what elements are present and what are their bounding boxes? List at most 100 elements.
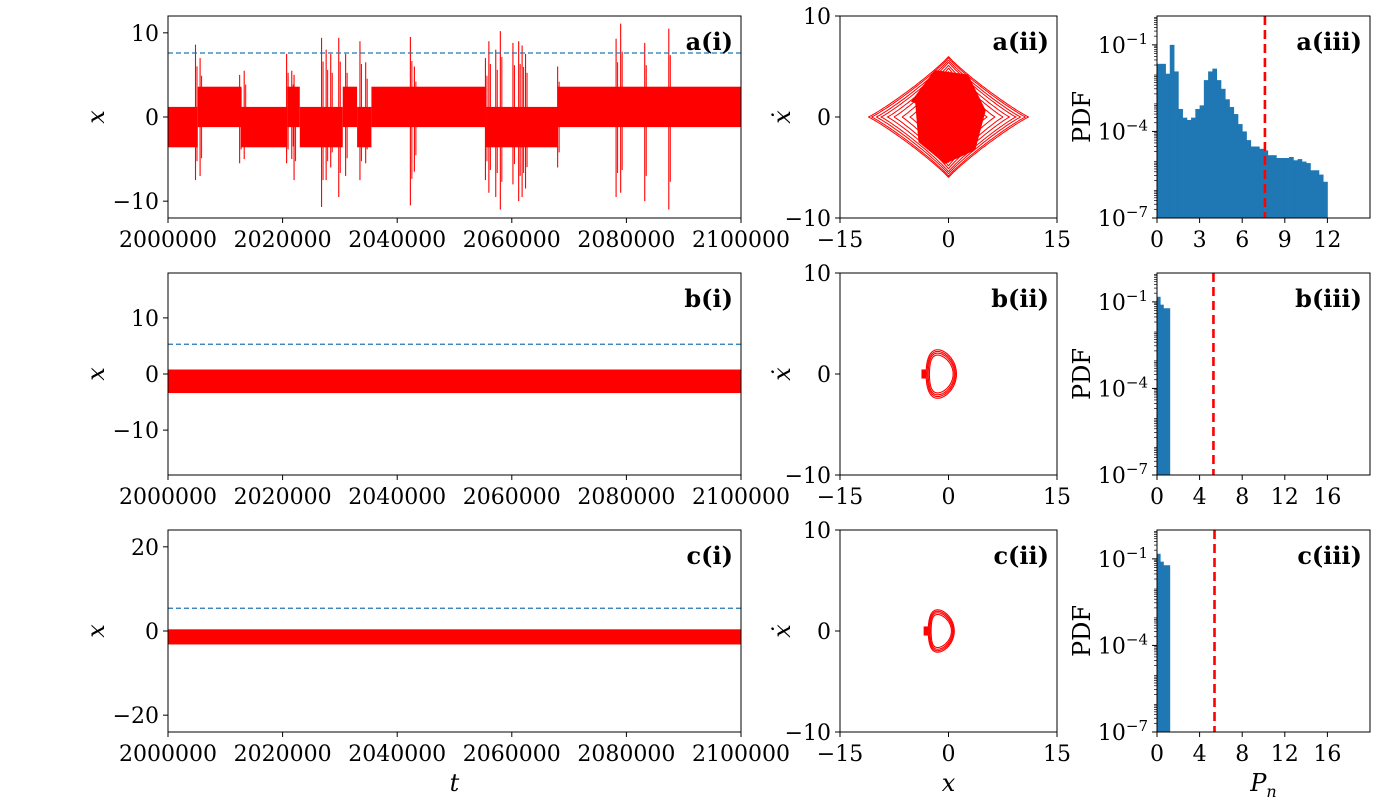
panel-b-iii: 0 4 8 12 16 10−7 10−4 10−1 PDF b(iii) (1068, 272, 1371, 510)
y-axis-label: x (82, 110, 110, 124)
y-tick-label: 0 (817, 620, 831, 645)
histogram-bar (1157, 296, 1161, 475)
plot-area (1157, 530, 1216, 732)
histogram-bar (1163, 308, 1167, 475)
histogram-bar (1216, 80, 1222, 218)
x-tick-label: 4 (1193, 742, 1207, 767)
histogram-bar (1182, 117, 1188, 218)
histogram-bar (1233, 114, 1239, 218)
y-tick-label: 10−4 (1098, 116, 1148, 145)
y-tick-label: 10 (131, 22, 159, 47)
x-tick-label: −15 (817, 485, 863, 510)
histogram-bar (1163, 565, 1167, 732)
x-tick-label: 2040000 (348, 742, 446, 767)
y-tick-label: 10−7 (1098, 717, 1148, 746)
x-tick-label: 12 (1313, 228, 1341, 253)
trajectory-loop (930, 613, 952, 649)
histogram-bar (1203, 80, 1209, 218)
panel-b-i: 2000000 2020000 2040000 2060000 2080000 21000… (82, 272, 790, 510)
y-tick-label: 0 (145, 106, 159, 131)
x-tick-label: 15 (1043, 485, 1071, 510)
y-tick-label: 0 (145, 363, 159, 388)
oscillation-band-high (342, 86, 358, 128)
y-tick-label: −10 (113, 419, 159, 444)
y-tick-label: 0 (817, 363, 831, 388)
histogram-bar (1259, 148, 1264, 218)
axes-frame (1156, 529, 1371, 733)
y-axis-label: ẋ (768, 110, 796, 124)
x-tick-label: 2000000 (119, 485, 217, 510)
y-axis-label: x (82, 367, 110, 381)
y-tick-label: 10−7 (1098, 460, 1148, 489)
histogram-bar (1166, 308, 1171, 475)
x-tick-label: −15 (817, 742, 863, 767)
x-tick-label: 8 (1235, 485, 1249, 510)
histogram-bar (1284, 158, 1290, 218)
histogram-bar (1157, 63, 1162, 218)
x-tick-label: 2100000 (692, 485, 790, 510)
histogram-bar (1208, 71, 1213, 218)
histogram-bar (1169, 44, 1175, 218)
x-tick-label: 3 (1193, 228, 1207, 253)
histogram-bar (1254, 146, 1260, 218)
y-axis-label: x (82, 624, 110, 638)
y-tick-label: 10−1 (1098, 544, 1148, 573)
histogram-bar (1229, 107, 1235, 218)
oscillation-band-low (241, 106, 288, 148)
y-axis-label: PDF (1068, 605, 1096, 657)
trajectory-loop (928, 354, 954, 394)
y-tick-label: 0 (145, 620, 159, 645)
x-tick-label: 15 (1043, 742, 1071, 767)
panel-label: a(i) (686, 27, 733, 56)
histogram-bar (1157, 553, 1161, 732)
x-tick-label: 2100000 (692, 228, 790, 253)
trajectory-core (911, 70, 986, 164)
histogram-bar (1301, 161, 1307, 218)
oscillation-band-high (557, 86, 741, 128)
plot-area (921, 349, 958, 399)
y-tick-label: 10 (803, 262, 831, 287)
histogram-bar (1272, 155, 1277, 218)
x-tick-label: 2000000 (119, 228, 217, 253)
oscillation-band-high (197, 86, 242, 128)
x-tick-label: 0 (1150, 228, 1164, 253)
oscillation-band-low (168, 369, 741, 394)
x-tick-label: 2020000 (234, 228, 332, 253)
panel-label: c(i) (687, 541, 733, 570)
y-tick-label: −10 (785, 721, 831, 746)
x-tick-label: 12 (1271, 742, 1299, 767)
x-tick-label: 9 (1278, 228, 1292, 253)
x-tick-label: 2000000 (119, 742, 217, 767)
histogram-bar (1267, 155, 1273, 218)
histogram-bar (1225, 99, 1230, 218)
plot-area (168, 23, 741, 210)
trajectory-loop (929, 612, 954, 650)
trajectory-cusp (921, 369, 927, 379)
oscillation-band-high (371, 86, 412, 128)
y-tick-label: 10 (803, 519, 831, 544)
x-tick-label: 6 (1235, 228, 1249, 253)
x-axis-label: t (450, 769, 460, 797)
panel-label: c(ii) (993, 541, 1049, 570)
trajectory-loop (868, 56, 1029, 178)
panel-label: b(ii) (991, 284, 1049, 313)
x-tick-label: 15 (1043, 228, 1071, 253)
x-tick-label: 8 (1235, 742, 1249, 767)
plot-area (168, 607, 741, 645)
x-axis-label: Pn (1249, 769, 1276, 800)
histogram-bar (1161, 63, 1166, 218)
x-tick-label: 2080000 (577, 228, 675, 253)
histogram-bar (1166, 565, 1171, 732)
panel-a-iii: 0 3 6 9 12 10−7 10−4 10−1 PDF a(iii) (1068, 15, 1371, 253)
x-tick-label: 2040000 (348, 485, 446, 510)
x-tick-label: 4 (1193, 485, 1207, 510)
histogram-bar (1165, 73, 1171, 218)
x-tick-label: 2040000 (348, 228, 446, 253)
plot-area (168, 343, 741, 394)
x-tick-label: 2060000 (463, 485, 561, 510)
x-axis-label: x (942, 769, 956, 797)
x-tick-label: 0 (942, 485, 956, 510)
histogram-bar (1160, 561, 1164, 732)
x-tick-label: 0 (1150, 485, 1164, 510)
x-tick-label: 2020000 (234, 485, 332, 510)
